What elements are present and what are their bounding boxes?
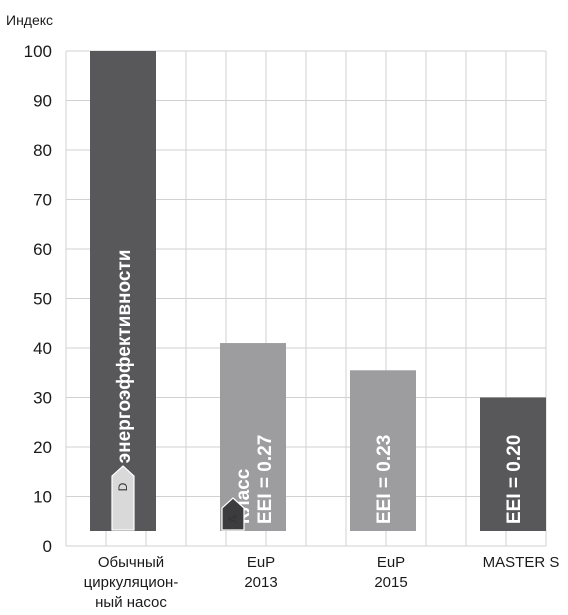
y-tick-label: 70 — [33, 191, 52, 210]
bar — [90, 51, 156, 531]
y-tick-label: 10 — [33, 488, 52, 507]
energy-class-badge — [221, 497, 245, 531]
bar-data-label: Класс энергоэффективности — [114, 250, 135, 524]
x-tick-label: 2013 — [244, 574, 277, 591]
bar — [480, 397, 546, 531]
x-tick-label: ный насос — [95, 594, 167, 611]
y-tick-label: 20 — [33, 438, 52, 457]
bar-data-label: EEI = 0.23 — [374, 435, 395, 524]
x-tick-label: 2015 — [374, 574, 407, 591]
y-tick-label: 30 — [33, 389, 52, 408]
bar-data-label: EEI = 0.27 — [255, 435, 276, 524]
y-tick-label: 90 — [33, 92, 52, 111]
y-tick-label: 80 — [33, 141, 52, 160]
energy-class-letter: D — [116, 482, 130, 491]
x-tick-label: EuP — [377, 554, 405, 571]
y-tick-label: 50 — [33, 290, 52, 309]
y-tick-label: 60 — [33, 240, 52, 259]
bar — [350, 370, 416, 531]
bar-data-label: EEI = 0.20 — [504, 435, 525, 524]
energy-class-badge — [111, 465, 135, 531]
bar-labels: Класс энергоэффективности Класс EEI = 0.27… — [111, 250, 525, 531]
y-tick-label: 0 — [43, 537, 52, 556]
axes: Индекс 0 10 20 30 40 50 60 70 80 90 100 Обычный цирк… — [6, 12, 559, 611]
x-tick-label: циркуляцион- — [84, 574, 179, 591]
y-tick-label: 40 — [33, 339, 52, 358]
x-tick-label: EuP — [247, 554, 275, 571]
y-tick-label: 100 — [24, 42, 52, 61]
x-tick-label: Обычный — [98, 554, 164, 571]
x-tick-label: MASTER S — [483, 554, 560, 571]
energy-class-letter: A — [226, 515, 240, 523]
y-axis-label: Индекс — [6, 12, 53, 28]
bars — [90, 51, 546, 531]
